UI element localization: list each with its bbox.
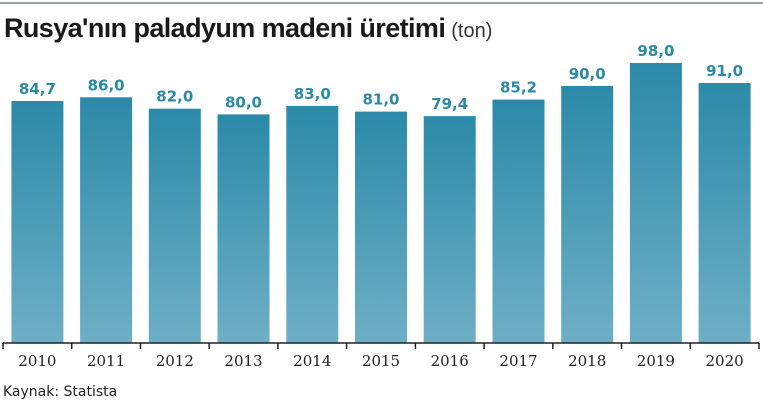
value-label-2010: 84,7 [19,80,56,98]
x-tick-label-2010: 2010 [18,352,56,370]
value-labels-group: 84,7 86,0 82,0 80,0 83,0 81,0 79,4 85,2 90,0 98,0… [19,42,743,113]
value-label-2011: 86,0 [88,76,125,94]
value-label-2020: 91,0 [706,62,743,80]
x-tick-label-2017: 2017 [499,352,537,370]
x-tick-label-2014: 2014 [293,352,331,370]
value-label-2018: 90,0 [569,65,606,83]
chart-title: Rusya'nın paladyum madeni üretimi (ton) [4,13,492,44]
value-label-2012: 82,0 [156,88,193,106]
x-tick-label-2016: 2016 [431,352,469,370]
value-label-2017: 85,2 [500,79,537,97]
bar-2016 [423,116,476,343]
value-label-2015: 81,0 [362,91,399,109]
x-tick-labels-group: 2010 2011 2012 2013 2014 2015 2016 2017 2018 2019… [18,352,743,370]
bar-2013 [217,114,270,344]
bar-2020 [698,83,751,343]
x-tick-label-2015: 2015 [362,352,400,370]
bar-2012 [148,108,201,343]
bar-2014 [286,105,339,344]
bar-2010 [11,101,64,343]
x-tick-label-2019: 2019 [637,352,675,370]
chart-title-text: Rusya'nın paladyum madeni üretimi [4,13,446,43]
x-tick-label-2018: 2018 [568,352,606,370]
source-note: Kaynak: Statista [3,384,118,400]
x-tick-label-2013: 2013 [224,352,262,370]
value-label-2014: 83,0 [294,85,331,103]
value-label-2016: 79,4 [431,95,468,113]
chart-unit: (ton) [451,20,493,42]
x-tick-label-2020: 2020 [706,352,744,370]
bar-2011 [80,97,133,343]
x-ticks-group [2,343,760,349]
bar-2017 [492,99,545,343]
bars-group [11,63,751,344]
bar-2019 [629,63,682,343]
bar-2015 [355,111,407,343]
bar-2018 [561,85,614,344]
x-tick-label-2012: 2012 [156,352,194,370]
value-label-2019: 98,0 [637,42,674,60]
top-rule [0,2,763,4]
value-label-2013: 80,0 [225,93,262,111]
x-tick-label-2011: 2011 [87,352,125,370]
